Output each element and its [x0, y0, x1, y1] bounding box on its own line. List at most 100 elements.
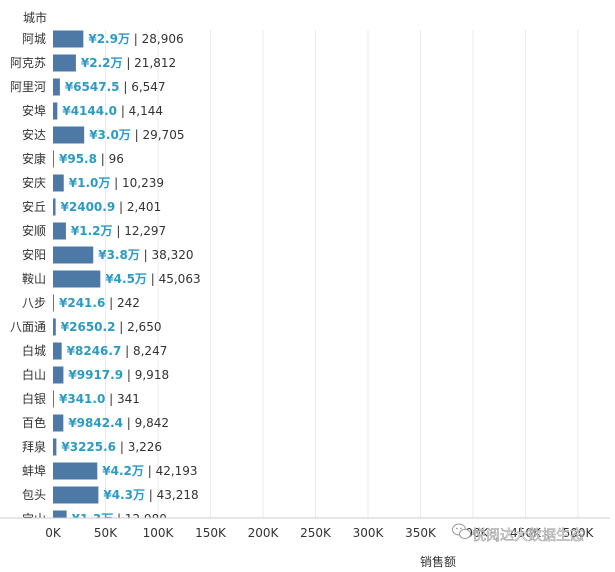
wechat-icon — [452, 523, 471, 540]
x-tick-label: 350K — [405, 526, 437, 540]
bar — [53, 510, 67, 518]
bar-data-label: ¥341.0 | 341 — [59, 392, 140, 406]
x-tick-label: 200K — [248, 526, 280, 540]
label-separator: | — [97, 152, 109, 166]
grid-lines — [105, 30, 579, 518]
count-label: 28,906 — [142, 32, 184, 46]
bar-data-label: ¥4.5万 | 45,063 — [105, 272, 200, 286]
money-label: ¥9917.9 — [68, 368, 123, 382]
bar — [53, 78, 60, 96]
bar-data-label: ¥2400.9 | 2,401 — [61, 200, 162, 214]
bar — [53, 30, 84, 48]
bar — [53, 462, 98, 480]
category-label: 安达 — [22, 127, 46, 142]
label-separator: | — [140, 248, 152, 262]
bar-row: 拜泉 ¥3225.6 | 3,226 — [22, 438, 162, 456]
bar-data-label: ¥4.3万 | 43,218 — [103, 488, 198, 502]
bar-row: 阿克苏 ¥2.2万 | 21,812 — [10, 54, 176, 72]
bar — [53, 246, 94, 264]
label-separator: | — [116, 440, 128, 454]
count-label: 45,063 — [159, 272, 201, 286]
label-separator: | — [115, 200, 127, 214]
count-label: 341 — [117, 392, 140, 406]
bar-row: 白银 ¥341.0 | 341 — [22, 390, 140, 408]
money-label: ¥2650.2 — [61, 320, 116, 334]
bar-data-label: ¥241.6 | 242 — [59, 296, 140, 310]
money-label: ¥2.9万 — [88, 32, 130, 46]
category-label: 白山 — [22, 367, 46, 382]
money-label: ¥95.8 — [59, 152, 97, 166]
bar-data-label: ¥3225.6 | 3,226 — [61, 440, 162, 454]
bar-data-label: ¥2650.2 | 2,650 — [61, 320, 162, 334]
category-label: 拜泉 — [22, 440, 46, 454]
money-label: ¥6547.5 — [65, 80, 120, 94]
category-label: 鞍山 — [22, 271, 46, 286]
bar-row: 白城 ¥8246.7 | 8,247 — [22, 342, 168, 360]
count-label: 12,980 — [125, 512, 167, 526]
count-label: 6,547 — [131, 80, 165, 94]
money-label: ¥341.0 — [59, 392, 105, 406]
watermark: 悦阅达大数据生态 — [452, 523, 584, 544]
category-label: 宝山 — [22, 512, 46, 526]
category-label: 阿克苏 — [10, 56, 46, 70]
count-label: 2,401 — [127, 200, 161, 214]
bar — [53, 150, 54, 168]
category-label: 阿里河 — [10, 80, 46, 94]
money-label: ¥241.6 — [59, 296, 105, 310]
bar — [53, 414, 64, 432]
bar — [53, 126, 85, 144]
count-label: 10,239 — [122, 176, 164, 190]
category-label: 蚌埠 — [22, 464, 46, 478]
bar — [53, 174, 64, 192]
bar-row: 阿城 ¥2.9万 | 28,906 — [22, 30, 184, 48]
label-separator: | — [105, 296, 117, 310]
money-label: ¥4.3万 — [103, 488, 145, 502]
bar-row: 鞍山 ¥4.5万 | 45,063 — [22, 270, 201, 288]
bar — [53, 390, 54, 408]
count-label: 4,144 — [129, 104, 163, 118]
x-tick-label: 100K — [143, 526, 175, 540]
count-label: 96 — [109, 152, 124, 166]
count-label: 43,218 — [157, 488, 199, 502]
bar-row: 八面通 ¥2650.2 | 2,650 — [10, 318, 162, 336]
bar-row: 八步 ¥241.6 | 242 — [22, 294, 140, 312]
money-label: ¥3.0万 — [89, 128, 131, 142]
label-separator: | — [121, 344, 133, 358]
money-label: ¥4144.0 — [62, 104, 117, 118]
bar-row: 安阳 ¥3.8万 | 38,320 — [22, 246, 194, 264]
count-label: 8,247 — [133, 344, 167, 358]
bar-row: 安丘 ¥2400.9 | 2,401 — [22, 198, 162, 216]
money-label: ¥4.5万 — [105, 272, 147, 286]
bar-data-label: ¥1.3万 | 12,980 — [72, 512, 167, 526]
money-label: ¥2.2万 — [81, 56, 123, 70]
category-label: 八步 — [22, 296, 46, 310]
category-label: 安顺 — [22, 223, 46, 238]
count-label: 12,297 — [124, 224, 166, 238]
bar-row: 安康 ¥95.8 | 96 — [22, 150, 124, 168]
count-label: 42,193 — [156, 464, 198, 478]
bar-rows: 阿城 ¥2.9万 | 28,906 阿克苏 ¥2.2万 | 21,812 阿里河 ¥654… — [10, 30, 201, 526]
bar — [53, 54, 76, 72]
bar-data-label: ¥8246.7 | 8,247 — [67, 344, 168, 358]
category-label: 阿城 — [22, 32, 46, 46]
label-separator: | — [113, 512, 125, 526]
label-separator: | — [123, 368, 135, 382]
category-label: 白银 — [22, 391, 46, 406]
bar-row: 阿里河 ¥6547.5 | 6,547 — [10, 78, 166, 96]
label-separator: | — [131, 128, 143, 142]
watermark-text: 悦阅达大数据生态 — [472, 528, 584, 544]
money-label: ¥9842.4 — [68, 416, 123, 430]
count-label: 242 — [117, 296, 140, 310]
count-label: 29,705 — [142, 128, 184, 142]
bar-data-label: ¥4144.0 | 4,144 — [62, 104, 163, 118]
label-separator: | — [130, 32, 142, 46]
label-separator: | — [144, 464, 156, 478]
money-label: ¥3225.6 — [61, 440, 116, 454]
label-separator: | — [147, 272, 159, 286]
category-label: 安庆 — [22, 175, 46, 190]
bar-data-label: ¥1.0万 | 10,239 — [69, 176, 164, 190]
bar — [53, 270, 101, 288]
bar — [53, 438, 57, 456]
category-label: 安康 — [22, 151, 46, 166]
